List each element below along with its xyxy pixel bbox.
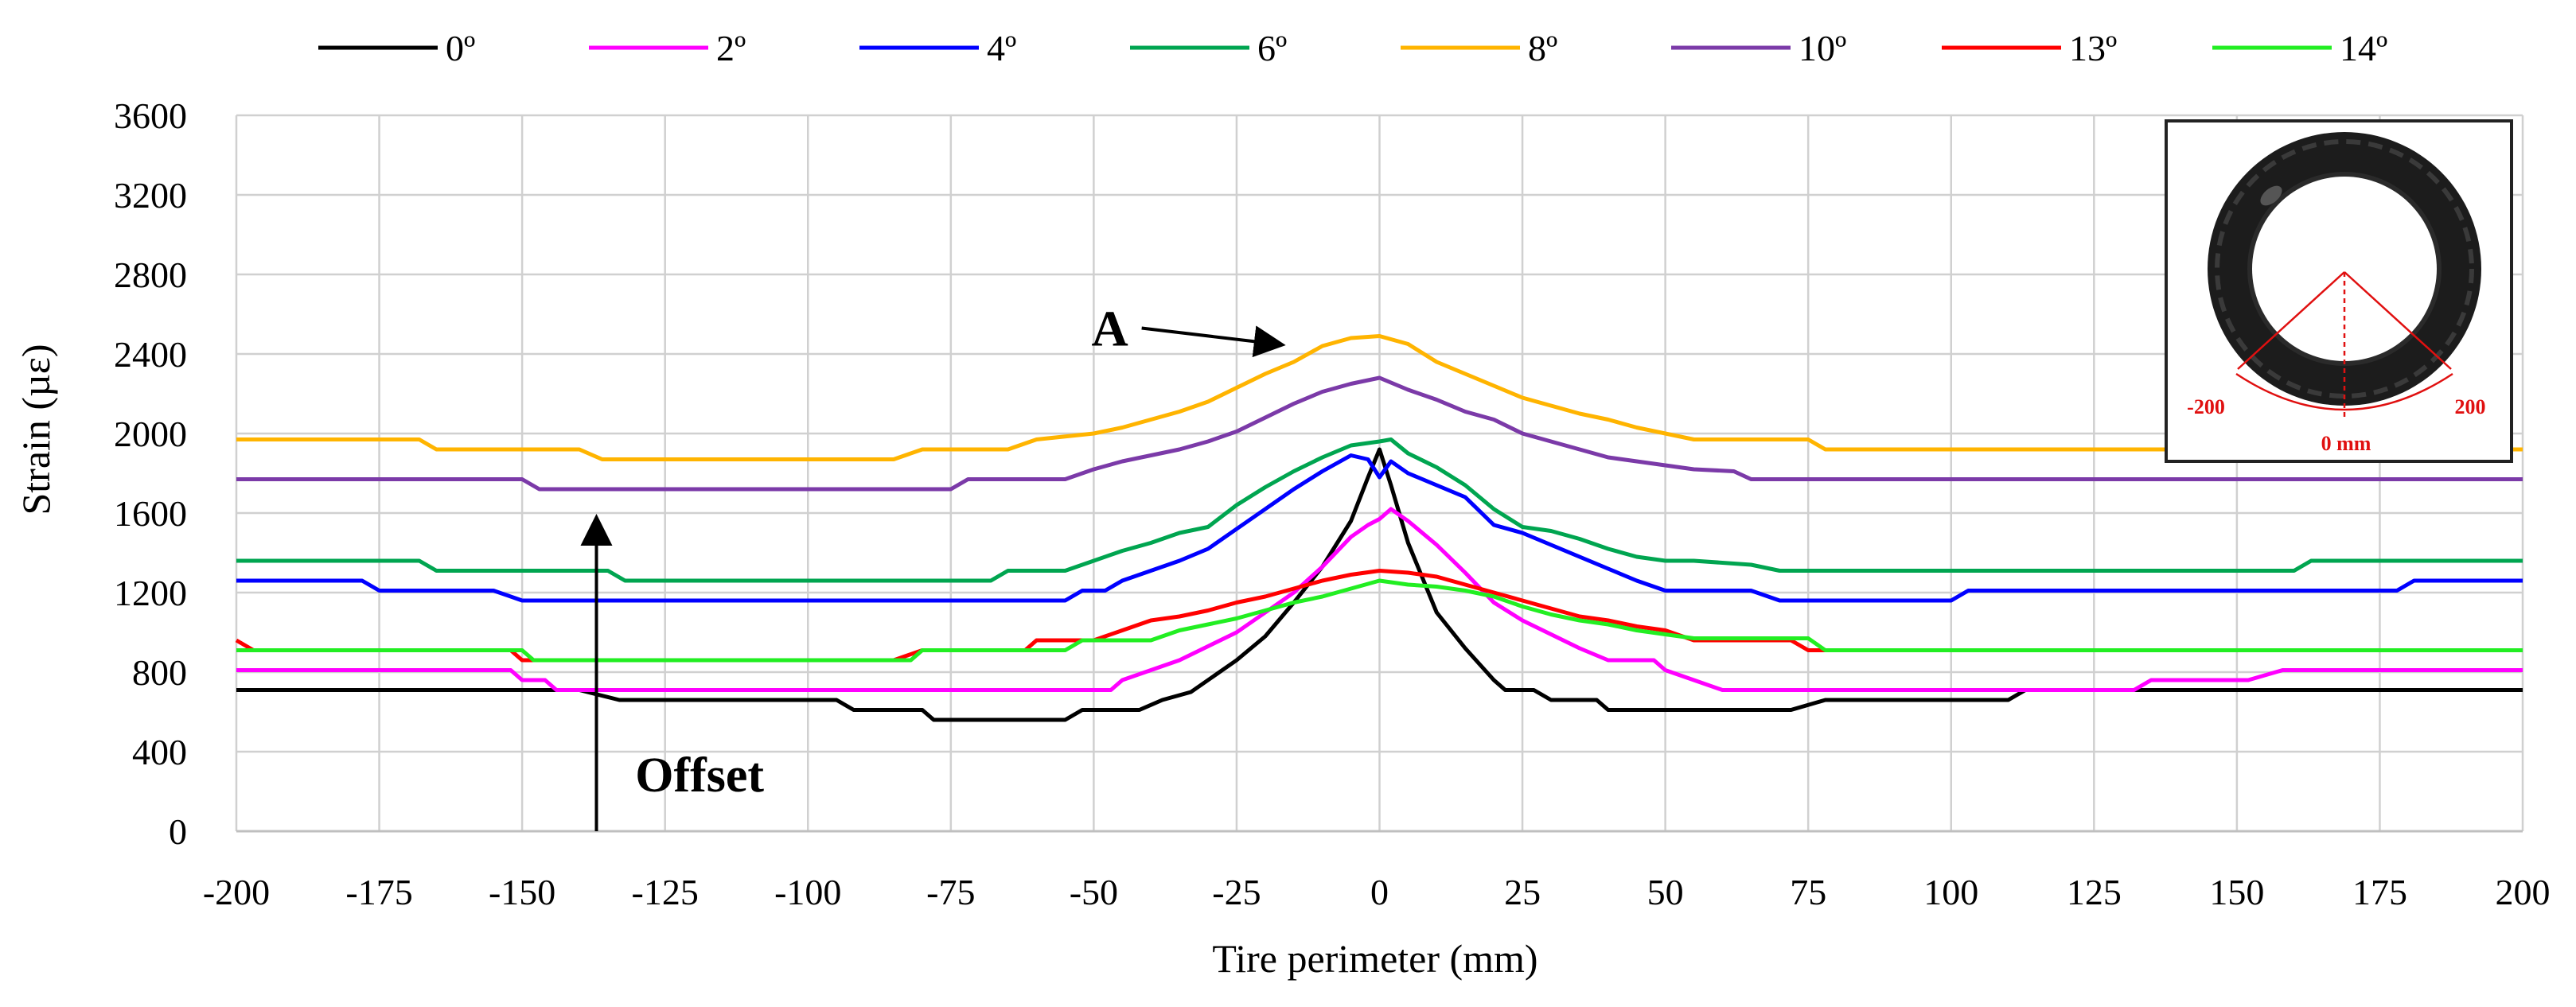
series-line-8deg bbox=[236, 334, 2523, 461]
x-tick-label: 125 bbox=[2067, 872, 2122, 912]
legend-label: 4º bbox=[987, 28, 1016, 68]
y-tick-label: 400 bbox=[132, 732, 187, 772]
tire-icon bbox=[2208, 132, 2481, 406]
x-tick-label: 0 bbox=[1370, 872, 1389, 912]
y-tick-label: 2000 bbox=[114, 414, 187, 454]
annotation-offset: Offset bbox=[635, 748, 764, 803]
series-line-0deg bbox=[236, 447, 2523, 722]
series-line-4deg bbox=[236, 453, 2523, 603]
x-tick-label: 100 bbox=[1923, 872, 1978, 912]
y-tick-label: 1200 bbox=[114, 573, 187, 613]
inset-label-left: -200 bbox=[2187, 395, 2225, 418]
legend-label: 8º bbox=[1528, 28, 1557, 68]
series-line-10deg bbox=[236, 375, 2523, 492]
x-tick-label: 75 bbox=[1790, 872, 1826, 912]
x-tick-label: -25 bbox=[1212, 872, 1261, 912]
legend-label: 2º bbox=[716, 28, 746, 68]
x-tick-label: -50 bbox=[1070, 872, 1118, 912]
inset-measure-lines bbox=[2235, 271, 2453, 418]
tire-inset: -200 0 mm 200 bbox=[2165, 119, 2513, 463]
x-tick-labels: -200 -175 -150 -125 -100 -75 -50 -25 0 25 50 75 100 1… bbox=[203, 872, 2551, 912]
series-line-2deg bbox=[236, 507, 2523, 692]
x-tick-label: -100 bbox=[774, 872, 841, 912]
inset-label-center: 0 mm bbox=[2321, 432, 2371, 455]
series-line-14deg bbox=[236, 578, 2523, 663]
inset-label-right: 200 bbox=[2455, 395, 2486, 418]
legend-label: 6º bbox=[1257, 28, 1287, 68]
y-tick-label: 2400 bbox=[114, 334, 187, 375]
legend-label: 13º bbox=[2069, 28, 2117, 68]
y-tick-label: 800 bbox=[132, 652, 187, 693]
y-tick-label: 2800 bbox=[114, 255, 187, 295]
y-tick-label: 3600 bbox=[114, 95, 187, 136]
x-tick-label: 150 bbox=[2209, 872, 2264, 912]
series-line-6deg bbox=[236, 437, 2523, 583]
annotations: A Offset bbox=[580, 301, 1286, 831]
x-tick-label: 200 bbox=[2496, 872, 2551, 912]
y-tick-labels: 0 400 800 1200 1600 2000 2400 2800 3200 3600 bbox=[114, 95, 187, 852]
legend-label: 10º bbox=[1799, 28, 1846, 68]
x-tick-label: -150 bbox=[489, 872, 555, 912]
y-tick-label: 0 bbox=[169, 811, 187, 852]
y-tick-label: 3200 bbox=[114, 175, 187, 216]
legend-label: 0º bbox=[446, 28, 475, 68]
x-axis-title: Tire perimeter (mm) bbox=[1212, 936, 1537, 981]
x-tick-label: -200 bbox=[203, 872, 270, 912]
series-lines bbox=[235, 334, 2523, 722]
x-tick-label: -175 bbox=[345, 872, 412, 912]
legend: 0º 2º 4º 6º 8º 10º 13º 14º bbox=[318, 28, 2387, 68]
annotation-a-arrow bbox=[1141, 325, 1286, 358]
x-tick-label: -125 bbox=[632, 872, 699, 912]
y-axis-title: Strain (µε) bbox=[14, 344, 58, 515]
x-tick-label: -75 bbox=[926, 872, 975, 912]
x-tick-label: 50 bbox=[1647, 872, 1684, 912]
x-tick-label: 175 bbox=[2352, 872, 2407, 912]
legend-label: 14º bbox=[2340, 28, 2387, 68]
y-tick-label: 1600 bbox=[114, 493, 187, 534]
x-tick-label: 25 bbox=[1504, 872, 1541, 912]
annotation-a: A bbox=[1092, 301, 1128, 357]
